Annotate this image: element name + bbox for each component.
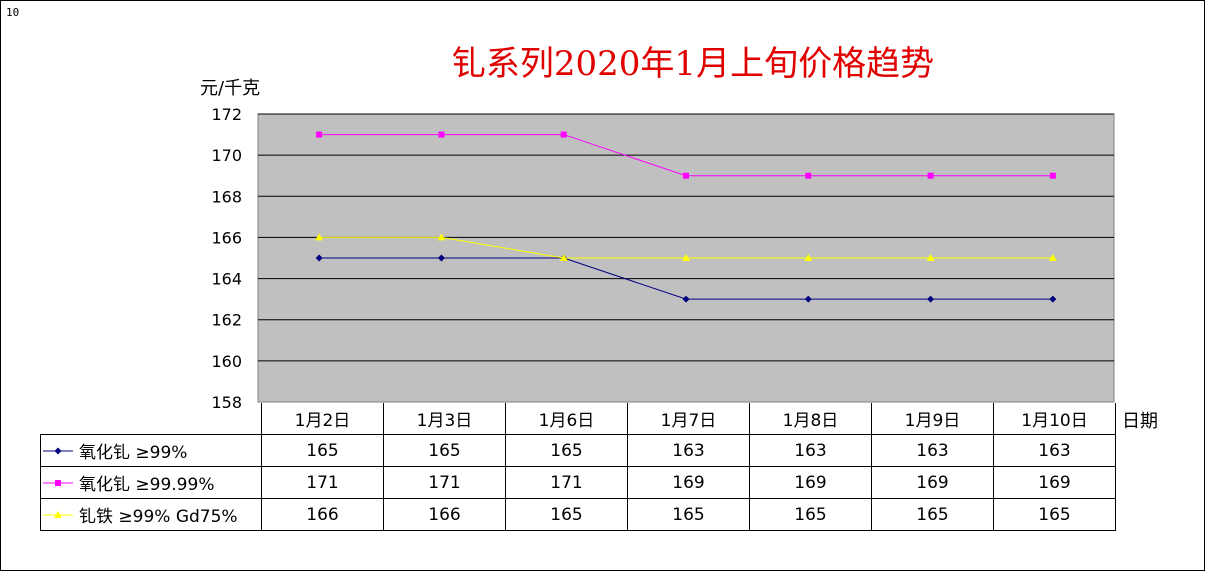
legend-key-icon (43, 510, 73, 518)
data-point (1049, 295, 1057, 303)
x-tick-label: 1月8日 (749, 403, 872, 435)
x-tick-label: 1月6日 (505, 403, 628, 435)
series-0 (315, 254, 1057, 303)
legend-key-icon (43, 447, 73, 454)
data-label: 169 (871, 466, 994, 499)
table-row: 钆铁 ≥99% Gd75% 166 166 165 165 165 165 165 (40, 498, 1116, 531)
data-label: 169 (627, 466, 750, 499)
data-point (805, 172, 812, 179)
data-point (926, 254, 935, 261)
data-label: 163 (871, 434, 994, 467)
data-point (927, 172, 934, 179)
y-tick-label: 166 (211, 228, 242, 247)
x-tick-label: 1月10日 (993, 403, 1116, 435)
data-point (559, 254, 568, 261)
x-tick-label: 1月9日 (871, 403, 994, 435)
x-tick-label: 1月2日 (261, 403, 384, 435)
data-label: 166 (383, 498, 506, 531)
data-point (315, 254, 323, 262)
x-axis-label: 日期 (1122, 411, 1158, 432)
data-point (316, 131, 323, 138)
data-label: 165 (993, 498, 1116, 531)
legend-entry: 氧化钆 ≥99% (40, 434, 262, 467)
data-label: 166 (261, 498, 384, 531)
data-label: 169 (993, 466, 1116, 499)
data-point (315, 233, 324, 241)
legend-label: 氧化钆 ≥99% (79, 443, 188, 463)
data-point (804, 254, 813, 261)
legend-key-icon (43, 479, 73, 486)
data-label: 163 (993, 434, 1116, 467)
data-point (1049, 172, 1056, 179)
y-tick-label: 160 (211, 352, 242, 371)
data-point (1048, 254, 1057, 261)
data-label: 171 (261, 466, 384, 499)
data-point (682, 295, 690, 303)
corner-label: 10 (6, 6, 20, 19)
data-point (437, 254, 445, 262)
legend-label: 钆铁 ≥99% Gd75% (79, 507, 238, 527)
y-tick-label: 162 (211, 311, 242, 330)
x-tick-label: 1月3日 (383, 403, 506, 435)
data-point (437, 233, 446, 241)
data-label: 165 (383, 434, 506, 467)
table-corner-cell (40, 403, 262, 435)
y-tick-label: 172 (211, 105, 242, 124)
data-label: 165 (627, 498, 750, 531)
data-label: 165 (871, 498, 994, 531)
data-point (927, 295, 935, 303)
data-label: 163 (749, 434, 872, 467)
data-point (683, 172, 689, 179)
data-label: 163 (627, 434, 750, 467)
y-tick-label: 170 (211, 146, 242, 165)
data-label: 171 (383, 466, 506, 499)
data-label: 165 (505, 434, 628, 467)
data-point (438, 131, 445, 138)
table-row: 氧化钆 ≥99.99% 171 171 171 169 169 169 169 (40, 466, 1116, 499)
x-tick-label: 1月7日 (627, 403, 750, 435)
legend-label: 氧化钆 ≥99.99% (79, 475, 215, 495)
legend-entry: 钆铁 ≥99% Gd75% (40, 498, 262, 531)
data-table: 1月2日 1月3日 1月6日 1月7日 1月8日 1月9日 1月10日氧化钆 ≥99% 165… (40, 403, 1116, 531)
y-tick-label: 168 (211, 187, 242, 206)
data-point (804, 295, 812, 303)
data-label: 165 (261, 434, 384, 467)
table-header-row: 1月2日 1月3日 1月6日 1月7日 1月8日 1月9日 1月10日 (40, 403, 1116, 435)
chart-title: 钆系列2020年1月上旬价格趋势 (451, 44, 935, 84)
data-label: 171 (505, 466, 628, 499)
data-label: 169 (749, 466, 872, 499)
y-tick-label: 164 (211, 270, 242, 289)
series-1 (316, 131, 1056, 179)
legend-entry: 氧化钆 ≥99.99% (40, 466, 262, 499)
data-label: 165 (749, 498, 872, 531)
data-label: 165 (505, 498, 628, 531)
series-2 (315, 233, 1057, 261)
data-point (682, 254, 690, 261)
y-axis-label: 元/千克 (200, 78, 261, 99)
data-point (560, 131, 567, 138)
table-row: 氧化钆 ≥99% 165 165 165 163 163 163 163 (40, 434, 1116, 467)
